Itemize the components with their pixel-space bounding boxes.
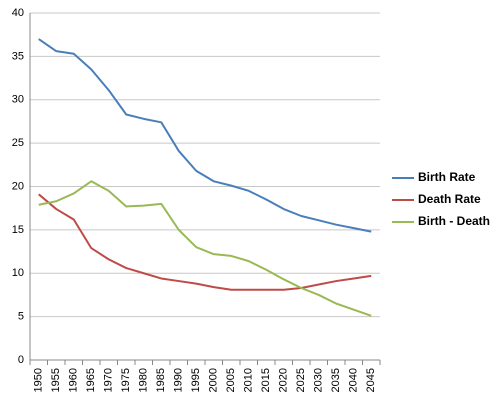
x-tick-label: 2030 <box>313 368 325 392</box>
x-tick-label: 2035 <box>330 368 342 392</box>
x-tick-label: 2015 <box>260 368 272 392</box>
x-tick-label: 1950 <box>33 368 45 392</box>
legend: Birth Rate Death Rate Birth - Death <box>392 170 490 228</box>
x-tick-label: 1995 <box>190 368 202 392</box>
y-tick-label: 30 <box>12 94 24 106</box>
x-tick-label: 1955 <box>50 368 62 392</box>
y-tick-label: 5 <box>18 311 24 323</box>
x-tick-label: 1980 <box>138 368 150 392</box>
x-tick-label: 2025 <box>295 368 307 392</box>
x-tick-label: 1985 <box>155 368 167 392</box>
x-tick-label: 1965 <box>85 368 97 392</box>
x-tick-label: 1970 <box>103 368 115 392</box>
x-tick-label: 2045 <box>365 368 377 392</box>
y-tick-label: 25 <box>12 137 24 149</box>
line <box>38 38 372 233</box>
x-tick-label: 1975 <box>120 368 132 392</box>
x-tick-label: 1960 <box>68 368 80 392</box>
x-tick-label: 2000 <box>208 368 220 392</box>
y-tick-label: 35 <box>12 50 24 62</box>
legend-label: Birth - Death <box>418 214 490 228</box>
x-tick-label: 1990 <box>173 368 185 392</box>
y-tick-label: 15 <box>12 224 24 236</box>
y-tick-label: 20 <box>12 180 24 192</box>
y-tick-label: 0 <box>18 354 24 366</box>
y-tick-label: 40 <box>12 7 24 19</box>
line <box>38 180 372 317</box>
x-tick-label: 2020 <box>278 368 290 392</box>
line <box>38 193 372 291</box>
legend-label: Birth Rate <box>418 170 476 184</box>
y-tick-label: 10 <box>12 267 24 279</box>
x-tick-label: 2005 <box>225 368 237 392</box>
x-tick-label: 2010 <box>243 368 255 392</box>
legend-label: Death Rate <box>418 192 481 206</box>
x-tick-label: 2040 <box>348 368 360 392</box>
